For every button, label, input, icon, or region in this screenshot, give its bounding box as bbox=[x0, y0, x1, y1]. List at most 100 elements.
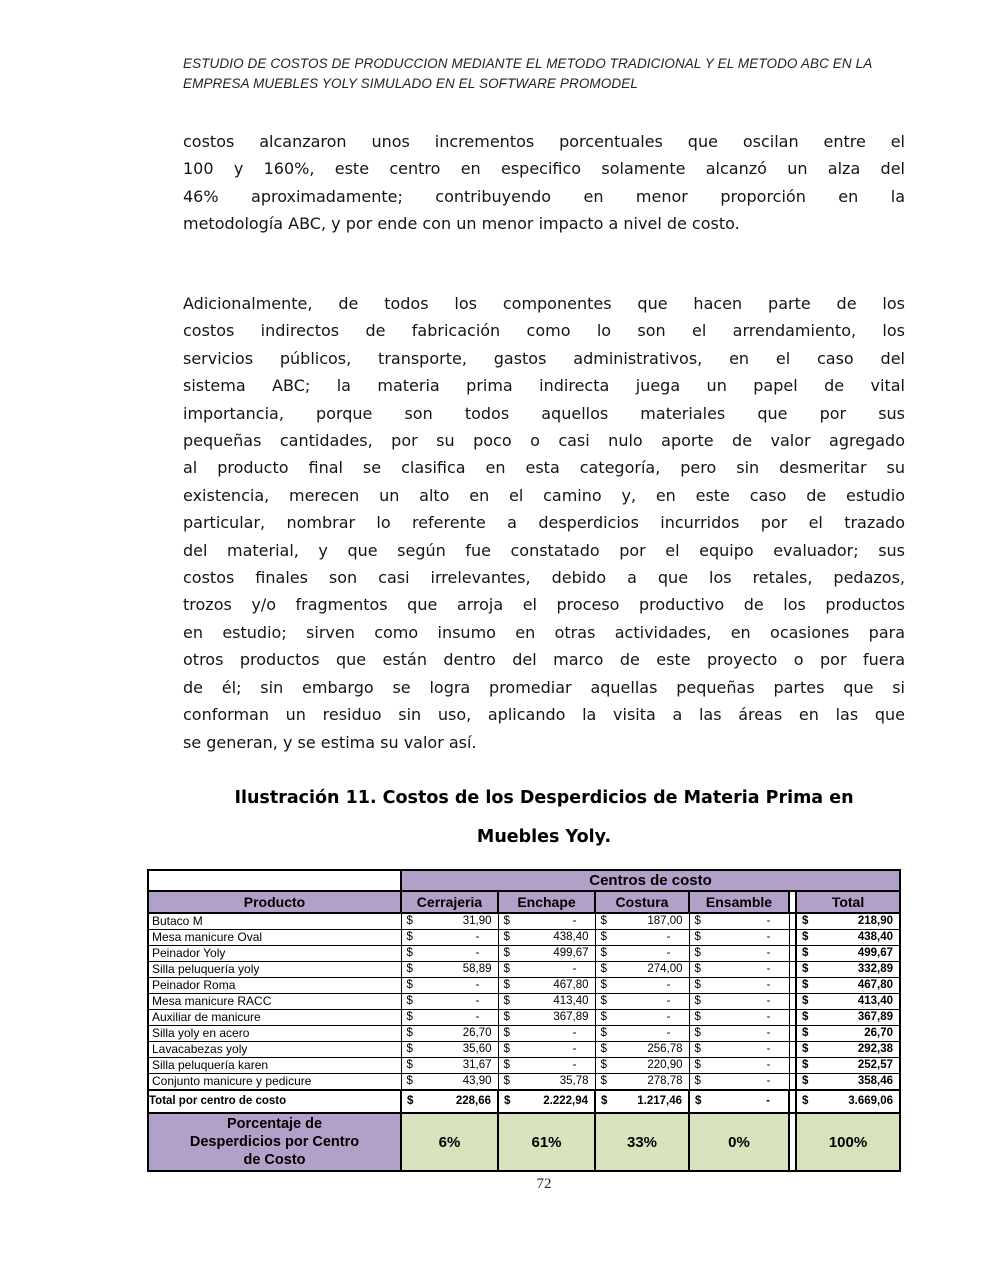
product-cell: Auxiliar de manicure bbox=[147, 1009, 402, 1026]
amount: 252,57 bbox=[857, 1059, 894, 1071]
money-cell: $367,89 bbox=[497, 1009, 596, 1026]
caption-line: Muebles Yoly. bbox=[476, 827, 612, 847]
money-cell: $ - bbox=[688, 961, 790, 978]
amount: - bbox=[475, 979, 480, 991]
total-cell: $292,38 bbox=[794, 1041, 902, 1058]
currency-symbol: $ bbox=[600, 931, 607, 943]
amount: 413,40 bbox=[553, 995, 589, 1007]
column-gap bbox=[788, 1041, 797, 1058]
column-header-cerrajeria: Cerrajeria bbox=[400, 890, 499, 914]
table-row: Mesa manicure Oval $ - $438,40 $ - $ - $438… bbox=[147, 929, 902, 946]
group-header-row: Centros de costo bbox=[147, 869, 902, 892]
currency-symbol: $ bbox=[503, 995, 510, 1007]
column-gap bbox=[788, 945, 797, 962]
table-row: Butaco M $31,90 $ - $187,00 $ - $218,90 bbox=[147, 912, 902, 930]
text-line: del material, y que según fue constatado… bbox=[183, 540, 905, 560]
text-line: costos alcanzaron unos incrementos porce… bbox=[183, 132, 905, 151]
table-row: Conjunto manicure y pedicure $43,90 $35,… bbox=[147, 1073, 902, 1091]
amount: - bbox=[766, 979, 771, 991]
amount: - bbox=[572, 915, 577, 927]
column-gap bbox=[788, 961, 797, 978]
money-cell: $ - bbox=[497, 1025, 596, 1042]
currency-symbol: $ bbox=[802, 1059, 809, 1071]
money-cell: $31,90 bbox=[400, 912, 499, 930]
amount: - bbox=[666, 995, 671, 1007]
total-cell: $413,40 bbox=[794, 993, 902, 1010]
column-gap bbox=[788, 1112, 797, 1172]
total-row: Total por centro de costo $228,66 $2.222… bbox=[147, 1089, 902, 1114]
amount: 1.217,46 bbox=[637, 1095, 682, 1107]
money-cell: $ - bbox=[400, 1009, 499, 1026]
currency-symbol: $ bbox=[503, 1043, 510, 1055]
amount: - bbox=[475, 947, 480, 959]
amount: 499,67 bbox=[553, 947, 589, 959]
currency-symbol: $ bbox=[406, 979, 413, 991]
currency-symbol: $ bbox=[694, 1059, 701, 1071]
money-cell: $274,00 bbox=[594, 961, 690, 978]
percentage-cell: 100% bbox=[794, 1112, 902, 1172]
percentage-cell: 6% bbox=[400, 1112, 499, 1172]
amount: 31,90 bbox=[462, 915, 492, 927]
text-line: al producto final se clasifica en esta c… bbox=[183, 458, 905, 478]
amount: - bbox=[475, 995, 480, 1007]
currency-symbol: $ bbox=[694, 1075, 701, 1087]
currency-symbol: $ bbox=[802, 979, 809, 991]
text-line: 100 y 160%, este centro en especifico so… bbox=[183, 159, 905, 179]
column-gap bbox=[788, 1009, 797, 1026]
currency-symbol: $ bbox=[694, 947, 701, 959]
caption-line: Ilustración 11. Costos de los Desperdici… bbox=[234, 788, 854, 808]
amount: - bbox=[766, 1095, 770, 1107]
money-cell: $ - bbox=[497, 961, 596, 978]
currency-symbol: $ bbox=[504, 1095, 511, 1107]
currency-symbol: $ bbox=[600, 963, 607, 975]
amount: - bbox=[666, 1011, 671, 1023]
running-header-line: EMPRESA MUEBLES YOLY SIMULADO EN EL SOFT… bbox=[183, 76, 638, 91]
money-cell: $ - bbox=[400, 977, 499, 994]
currency-symbol: $ bbox=[694, 1043, 701, 1055]
table-row: Auxiliar de manicure $ - $367,89 $ - $ - $3… bbox=[147, 1009, 902, 1026]
amount: 35,78 bbox=[559, 1075, 589, 1087]
money-cell: $ - bbox=[594, 1009, 690, 1026]
product-cell: Peinador Yoly bbox=[147, 945, 402, 962]
column-gap bbox=[788, 890, 797, 914]
currency-symbol: $ bbox=[406, 1043, 413, 1055]
currency-symbol: $ bbox=[600, 947, 607, 959]
currency-symbol: $ bbox=[694, 915, 701, 927]
amount: 467,80 bbox=[553, 979, 589, 991]
money-cell: $413,40 bbox=[497, 993, 596, 1010]
currency-symbol: $ bbox=[600, 979, 607, 991]
money-cell: $ - bbox=[688, 993, 790, 1010]
running-header-line: ESTUDIO DE COSTOS DE PRODUCCION MEDIANTE… bbox=[183, 56, 873, 71]
currency-symbol: $ bbox=[802, 915, 809, 927]
currency-symbol: $ bbox=[802, 947, 809, 959]
text-line: se generan, y se estima su valor así. bbox=[183, 732, 477, 752]
currency-symbol: $ bbox=[802, 1043, 809, 1055]
money-cell: $ - bbox=[594, 945, 690, 962]
currency-symbol: $ bbox=[406, 1075, 413, 1087]
text-line: sistema ABC; la materia prima indirecta … bbox=[183, 376, 905, 396]
money-cell: $ - bbox=[688, 1025, 790, 1042]
column-gap bbox=[788, 1089, 797, 1114]
percentage-cell: 0% bbox=[688, 1112, 790, 1172]
text-line: en estudio; sirven como insumo en otras … bbox=[183, 622, 905, 642]
text-line: pequeñas cantidades, por su poco o casi … bbox=[183, 431, 905, 451]
currency-symbol: $ bbox=[695, 1095, 702, 1107]
money-cell: $ - bbox=[400, 993, 499, 1010]
currency-symbol: $ bbox=[802, 995, 809, 1007]
currency-symbol: $ bbox=[600, 995, 607, 1007]
text-line: trozos y/o fragmentos que arroja el proc… bbox=[183, 595, 905, 615]
amount: - bbox=[572, 963, 577, 975]
currency-symbol: $ bbox=[694, 1011, 701, 1023]
amount: 218,90 bbox=[857, 915, 894, 927]
table-row: Peinador Roma $ - $467,80 $ - $ - $467,80 bbox=[147, 977, 902, 994]
amount: - bbox=[475, 1011, 480, 1023]
percentage-label-line: de Costo bbox=[243, 1152, 306, 1168]
currency-symbol: $ bbox=[600, 915, 607, 927]
currency-symbol: $ bbox=[503, 1075, 510, 1087]
product-cell: Silla yoly en acero bbox=[147, 1025, 402, 1042]
amount: 3.669,06 bbox=[848, 1095, 894, 1107]
total-cell: $252,57 bbox=[794, 1057, 902, 1074]
amount: 278,78 bbox=[647, 1075, 683, 1087]
empty-corner-cell bbox=[147, 869, 402, 892]
